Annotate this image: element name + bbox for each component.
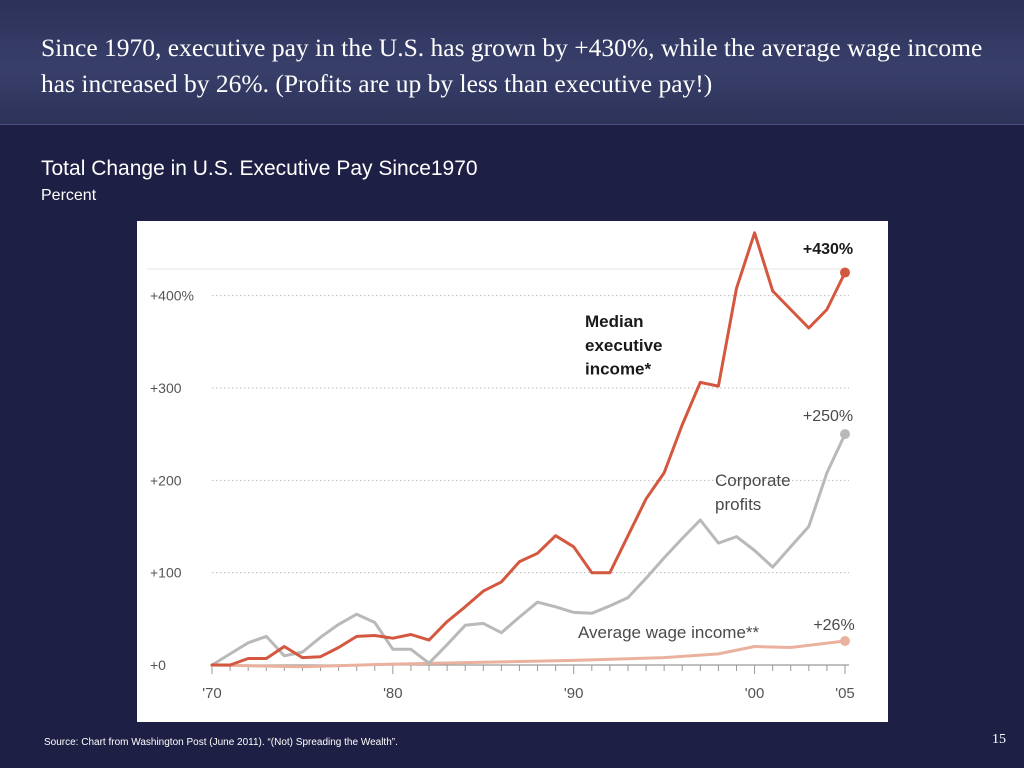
- y-tick-label: +300: [150, 380, 182, 396]
- x-tick-label: '70: [202, 685, 222, 702]
- line-chart: +400% +300 +200 +100 +0 '70 '80 '90 '00 '05 Media…: [147, 231, 855, 702]
- y-tick-label: +400%: [150, 288, 194, 304]
- x-tick-label: '00: [745, 685, 765, 702]
- chart-subtitle: Percent: [41, 187, 97, 204]
- chart-title: Total Change in U.S. Executive Pay Since…: [41, 157, 478, 180]
- x-tick-label: '90: [564, 685, 584, 702]
- series-line: [210, 432, 847, 667]
- series-end-point: [840, 267, 850, 278]
- page-number: 15: [992, 732, 1006, 747]
- axes: +400% +300 +200 +100 +0 '70 '80 '90 '00 '05: [150, 288, 855, 702]
- series-labels: Median executive income* +430% Corporate prof…: [578, 241, 855, 642]
- gridlines: [147, 268, 849, 574]
- slide-title: Since 1970, executive pay in the U.S. ha…: [41, 33, 983, 98]
- source-note: Source: Chart from Washington Post (June…: [44, 737, 398, 748]
- chart-panel: +400% +300 +200 +100 +0 '70 '80 '90 '00 '05 Media…: [137, 221, 888, 722]
- series-name-profits: Corporate profits: [715, 471, 791, 514]
- series-end-label-wage: +26%: [813, 617, 854, 634]
- slide-header: Since 1970, executive pay in the U.S. ha…: [0, 0, 1024, 125]
- series-line: [210, 231, 847, 667]
- series-name-wage: Average wage income**: [578, 623, 760, 642]
- series-end-point: [840, 429, 850, 440]
- series-lines: [210, 231, 850, 669]
- series-end-label-executive: +430%: [803, 241, 853, 258]
- y-tick-label: +100: [150, 565, 182, 581]
- x-tick-label: '05: [835, 685, 855, 702]
- y-tick-label: +0: [150, 657, 166, 673]
- x-tick-label: '80: [383, 685, 403, 702]
- series-end-label-profits: +250%: [803, 408, 853, 425]
- series-name-executive: Median executive income*: [585, 312, 663, 379]
- y-tick-label: +200: [150, 472, 182, 488]
- series-end-point: [840, 635, 850, 646]
- series-line: [210, 639, 847, 669]
